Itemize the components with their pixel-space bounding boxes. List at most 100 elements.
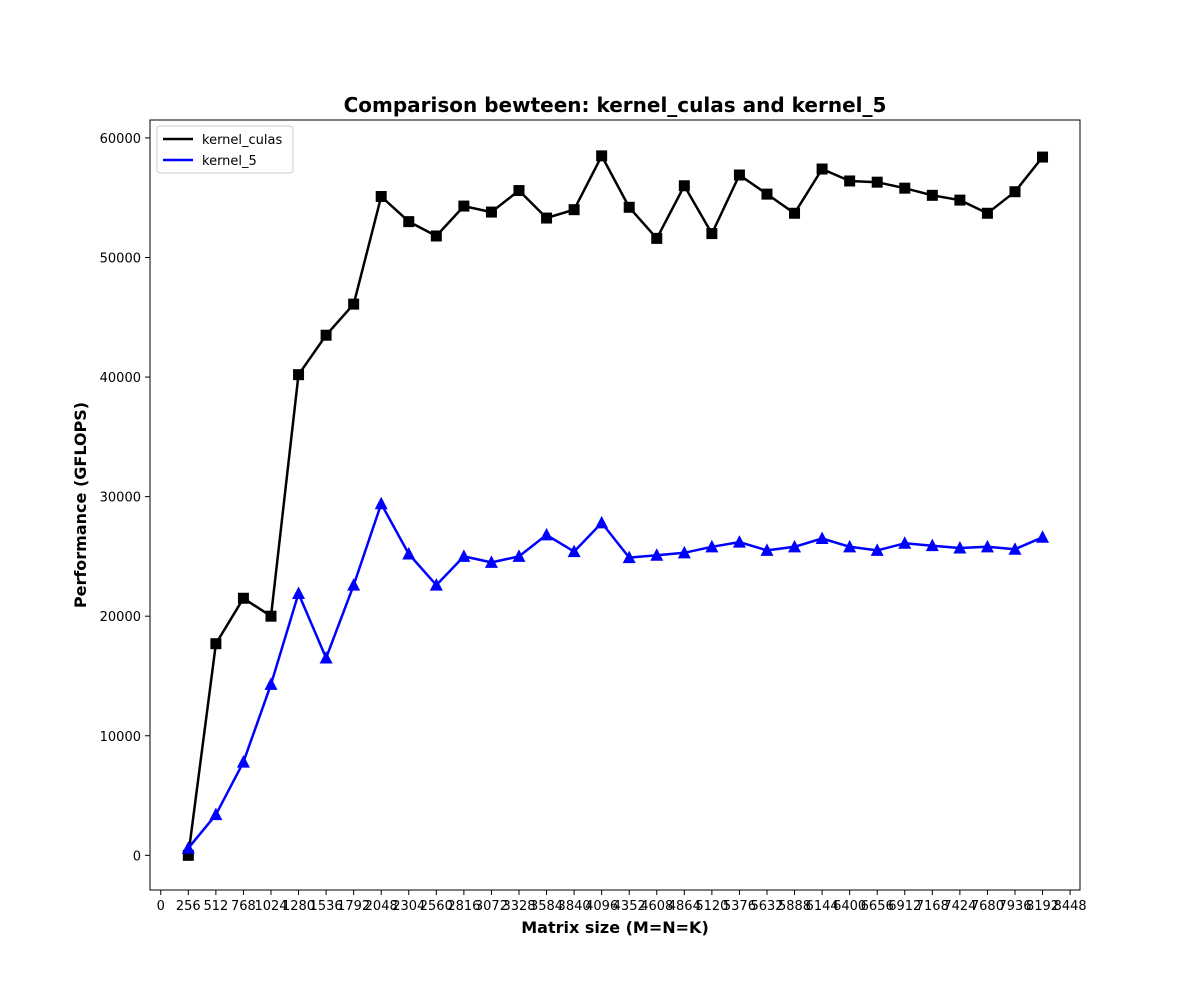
x-tick-label: 4352 <box>613 899 646 914</box>
data-point <box>871 176 883 188</box>
plot-area <box>149 119 1081 891</box>
data-point <box>953 541 967 554</box>
x-tick-label: 1792 <box>337 899 370 914</box>
data-point <box>513 185 525 197</box>
data-point <box>899 182 911 194</box>
data-point <box>347 578 361 591</box>
data-point <box>816 163 828 175</box>
x-tick-label: 6400 <box>833 899 866 914</box>
series-kernel-5 <box>181 496 1050 854</box>
x-tick-label: 2816 <box>447 899 480 914</box>
x-tick-label: 3328 <box>502 899 535 914</box>
data-point <box>292 586 306 599</box>
x-tick-label: 7680 <box>971 899 1004 914</box>
data-point <box>182 849 194 861</box>
y-tick-label: 40000 <box>100 371 141 386</box>
data-point <box>595 515 609 529</box>
data-point <box>980 539 994 553</box>
data-point <box>651 232 663 244</box>
data-point <box>1008 542 1022 555</box>
x-tick-label: 2304 <box>392 899 425 914</box>
x-tick-label: 768 <box>231 899 256 914</box>
data-point <box>622 550 636 564</box>
data-point <box>596 150 608 162</box>
series-line-kernel-5 <box>187 502 1043 849</box>
legend-label-kernel-5: kernel_5 <box>202 154 257 169</box>
y-axis-label: Performance (GFLOPS) <box>71 402 90 608</box>
data-point <box>760 543 774 556</box>
x-tick-label: 2048 <box>365 899 398 914</box>
x-tick-label: 6144 <box>806 899 839 914</box>
x-tick-label: 4864 <box>668 899 701 914</box>
data-point <box>541 212 553 224</box>
data-point <box>981 207 993 219</box>
data-point <box>512 549 526 562</box>
data-point <box>374 496 388 510</box>
data-point <box>319 651 333 664</box>
data-point <box>236 755 250 768</box>
data-point <box>348 298 360 310</box>
data-point <box>210 638 222 650</box>
x-tick-label: 256 <box>176 899 201 914</box>
data-point <box>843 539 857 553</box>
x-axis-label: Matrix size (M=N=K) <box>521 918 709 937</box>
data-point <box>677 545 691 559</box>
y-axis-ticks: 0 10000 20000 30000 40000 50000 60000 <box>100 132 150 864</box>
x-tick-label: 5632 <box>750 899 783 914</box>
data-point <box>926 189 938 201</box>
data-point <box>265 610 277 622</box>
x-tick-label: 1280 <box>282 899 315 914</box>
y-tick-label: 10000 <box>100 730 141 745</box>
data-point <box>954 194 966 206</box>
data-point <box>458 200 470 212</box>
data-point <box>484 555 498 568</box>
x-tick-label: 8448 <box>1054 899 1087 914</box>
y-tick-label: 30000 <box>100 491 141 506</box>
y-tick-label: 0 <box>133 849 141 864</box>
data-point <box>430 230 442 242</box>
x-tick-label: 7936 <box>998 899 1031 914</box>
x-tick-label: 0 <box>157 899 165 914</box>
data-point <box>789 207 801 219</box>
x-tick-label: 6656 <box>861 899 894 914</box>
data-point <box>705 539 719 553</box>
data-point <box>402 547 416 560</box>
y-tick-label: 20000 <box>100 610 141 625</box>
x-tick-label: 5888 <box>778 899 811 914</box>
x-tick-label: 4608 <box>640 899 673 914</box>
data-point <box>375 191 387 203</box>
data-point <box>568 204 580 216</box>
legend: kernel_culas kernel_5 <box>156 125 294 174</box>
data-point <box>457 549 471 562</box>
data-point <box>898 536 912 549</box>
data-point <box>540 527 554 541</box>
y-tick-label: 60000 <box>100 132 141 147</box>
series-layer <box>181 150 1050 861</box>
data-point <box>264 677 278 690</box>
legend-label-kernel-culas: kernel_culas <box>202 133 282 148</box>
x-tick-label: 2560 <box>420 899 453 914</box>
series-kernel-culas <box>182 150 1049 861</box>
data-point <box>650 548 664 561</box>
x-tick-label: 7424 <box>943 899 976 914</box>
data-point <box>870 543 884 556</box>
data-point <box>429 578 443 591</box>
data-point <box>732 535 746 548</box>
data-point <box>815 531 829 544</box>
data-point <box>320 329 332 341</box>
x-tick-label: 1536 <box>310 899 343 914</box>
data-point <box>925 538 939 552</box>
data-point <box>567 544 581 558</box>
x-tick-label: 5376 <box>723 899 756 914</box>
chart-title: Comparison bewteen: kernel_culas and ker… <box>344 93 887 117</box>
x-tick-label: 512 <box>203 899 228 914</box>
x-tick-label: 5120 <box>695 899 728 914</box>
data-point <box>181 841 195 854</box>
data-point <box>485 206 497 218</box>
y-tick-label: 50000 <box>100 252 141 267</box>
data-point <box>209 807 223 821</box>
x-axis-ticks: 0 256 512 768102412801536179220482304256028… <box>157 890 1087 914</box>
data-point <box>733 169 745 181</box>
x-tick-label: 3072 <box>475 899 508 914</box>
